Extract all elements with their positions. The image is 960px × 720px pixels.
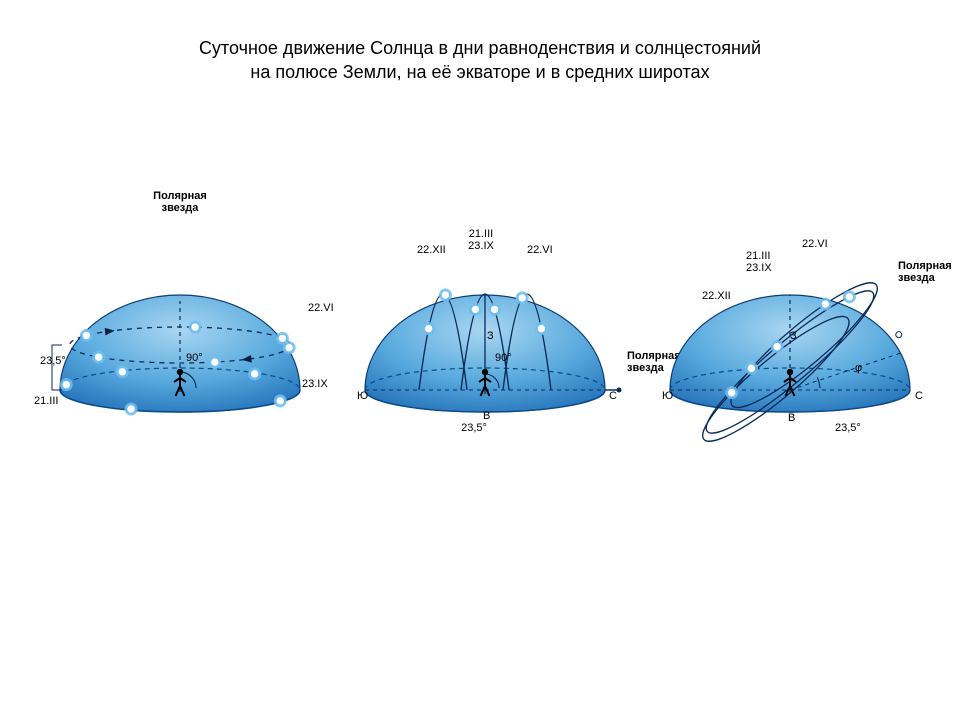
diagram-label: В	[788, 412, 795, 424]
diagram-label: 23,5°	[40, 355, 66, 367]
diagram-label: 23.IX	[302, 378, 328, 390]
diagram-label: 22.VI	[802, 238, 828, 250]
diagram-label: Полярная звезда	[153, 190, 207, 214]
diagram-label: С	[915, 390, 923, 402]
diagram-label: С	[609, 390, 617, 402]
diagram-label: 22.XII	[417, 244, 446, 256]
diagram-label: 23,5°	[461, 422, 487, 434]
title-line-2: на полюсе Земли, на её экваторе и в сред…	[250, 62, 709, 82]
diagram-label: Полярная звезда	[898, 260, 952, 284]
diagram-label: 21.III 23.IX	[746, 250, 772, 274]
diagram-label: 21.III	[34, 395, 58, 407]
celestial-dome-midlat: 22.XII21.III 23.IX22.VIПолярная звездаЗЮ…	[640, 200, 940, 500]
title-line-1: Суточное движение Солнца в дни равноденс…	[199, 38, 761, 58]
diagram-label: 22.VI	[527, 244, 553, 256]
diagram-label: Ю	[662, 390, 673, 402]
diagram-label: 23,5°	[835, 422, 861, 434]
page-title: Суточное движение Солнца в дни равноденс…	[0, 36, 960, 85]
celestial-dome-pole: Полярная звезда22.VI23.IX21.III23,5°90°	[30, 200, 330, 500]
dome-svg	[640, 200, 940, 500]
diagram-label: 90°	[495, 352, 512, 364]
diagram-label: З	[790, 330, 797, 342]
figures-row: Полярная звезда 22.VI 23.IX 21.III 23,5° 90° 2…	[0, 200, 960, 500]
diagram-label: В	[483, 410, 490, 422]
diagram-label: 22.VI	[308, 302, 334, 314]
diagram-label: 90°	[186, 352, 203, 364]
diagram-label: З	[487, 330, 494, 342]
dome-svg	[30, 200, 330, 500]
diagram-label: 22.XII	[702, 290, 731, 302]
celestial-dome-equator: 22.XII21.III 23.IX22.VIЗЮВСПолярная звез…	[335, 200, 635, 500]
diagram-label: 21.III 23.IX	[468, 228, 494, 252]
diagram-label: φ	[855, 362, 862, 374]
diagram-label: Ю	[357, 390, 368, 402]
